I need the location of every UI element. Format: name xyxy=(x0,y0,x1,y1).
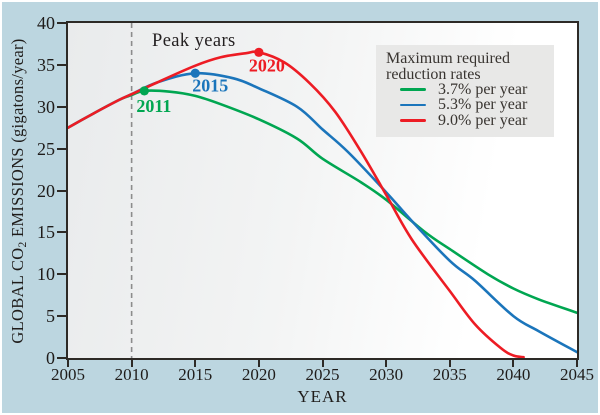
x-tick-mark xyxy=(321,360,324,367)
y-tick-label: 30 xyxy=(37,96,55,117)
green-line-swatch-icon xyxy=(400,88,426,91)
peak-dot-2015 xyxy=(190,68,200,78)
legend-item-blue: 5.3% per year xyxy=(386,96,546,114)
x-tick-mark xyxy=(194,360,197,367)
peak-year-label-2020: 2020 xyxy=(249,55,285,75)
x-tick-mark xyxy=(385,360,388,367)
y-tick-mark xyxy=(57,22,66,24)
y-tick-mark xyxy=(57,147,66,150)
x-tick-mark xyxy=(67,360,69,367)
y-tick-label: 15 xyxy=(37,222,55,243)
y-tick-label: 25 xyxy=(37,138,55,159)
legend-item-label: 5.3% per year xyxy=(438,96,528,114)
x-tick-mark xyxy=(512,360,515,367)
red-line-swatch-icon xyxy=(400,118,426,122)
chart-canvas: 2011 2015 2020 xyxy=(68,23,577,358)
y-tick-mark xyxy=(57,231,66,234)
y-tick-mark xyxy=(57,315,66,318)
peak-year-label-2011: 2011 xyxy=(136,96,171,116)
y-tick-label: 20 xyxy=(37,180,55,201)
y-tick-label: 40 xyxy=(37,13,55,33)
x-tick-label: 2010 xyxy=(114,365,149,384)
legend-item-label: 3.7% per year xyxy=(438,81,528,99)
peak-years-annotation: Peak years xyxy=(152,31,236,51)
legend-item-label: 9.0% per year xyxy=(438,111,528,129)
peak-dot-2011 xyxy=(139,86,149,96)
x-tick-mark xyxy=(257,360,260,367)
legend-title-line1: Maximum required xyxy=(386,50,510,67)
x-tick-label: 2040 xyxy=(496,365,531,384)
x-tick-mark xyxy=(448,360,451,367)
y-tick-mark xyxy=(57,357,66,359)
y-axis-title-text: GLOBAL CO xyxy=(8,247,27,344)
y-tick-mark xyxy=(57,189,66,192)
legend-item-red: 9.0% per year xyxy=(386,111,546,129)
y-tick-label: 5 xyxy=(46,306,55,327)
x-axis-title: YEAR xyxy=(297,387,348,406)
x-tick-mark xyxy=(130,360,133,367)
y-tick-label: 10 xyxy=(37,264,55,285)
legend-title: Maximum required reduction rates xyxy=(386,50,546,83)
peak-year-label-2015: 2015 xyxy=(192,75,228,95)
x-tick-mark xyxy=(576,360,578,367)
blue-line-swatch-icon xyxy=(400,103,426,107)
x-tick-label: 2025 xyxy=(305,365,340,384)
x-tick-label: 2030 xyxy=(369,365,404,384)
legend-title-line2: reduction rates xyxy=(386,65,481,83)
y-tick-label: 35 xyxy=(37,54,55,75)
legend: Maximum required reduction rates 3.7% pe… xyxy=(376,45,554,137)
x-tick-label: 2045 xyxy=(560,365,594,384)
y-tick-label: 0 xyxy=(46,348,55,368)
legend-item-green: 3.7% per year xyxy=(386,81,546,99)
y-tick-mark xyxy=(57,273,66,276)
series-line-red xyxy=(68,50,525,358)
x-tick-label: 2035 xyxy=(432,365,467,384)
y-tick-mark xyxy=(57,105,66,108)
x-tick-label: 2005 xyxy=(51,365,85,384)
peak-dot-2020 xyxy=(254,47,264,57)
x-tick-label: 2020 xyxy=(241,365,276,384)
y-tick-mark xyxy=(57,63,66,66)
x-tick-label: 2015 xyxy=(178,365,213,384)
